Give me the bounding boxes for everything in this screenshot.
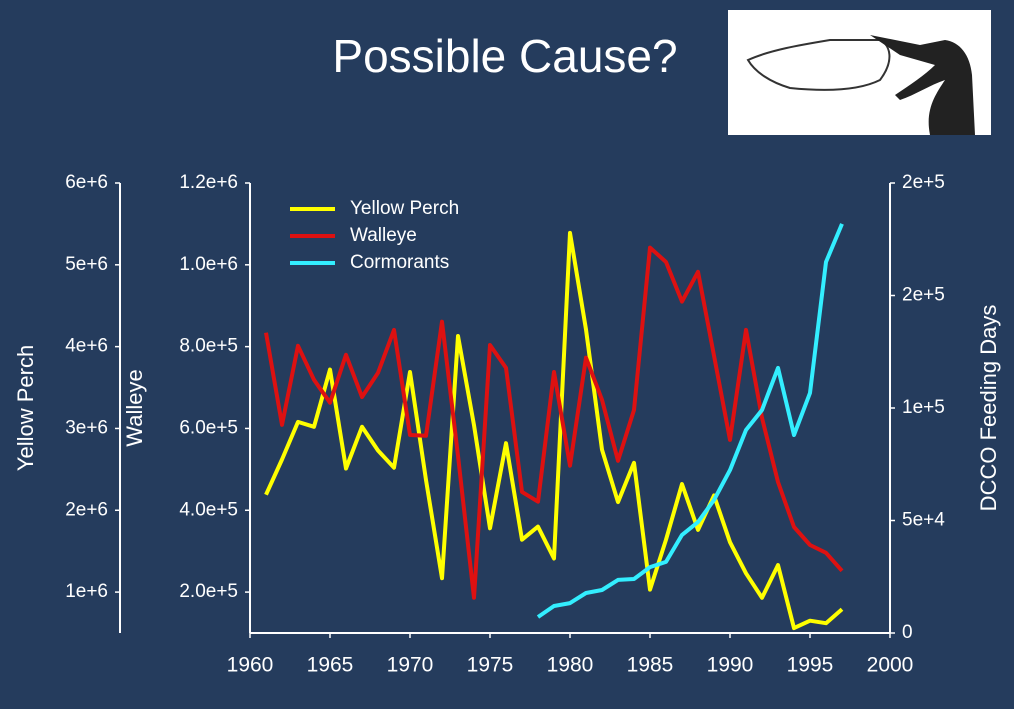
x-tick-label: 2000	[867, 654, 914, 677]
y-tick-label: 1e+6	[65, 581, 108, 602]
y-tick-label: 6e+6	[65, 172, 108, 193]
y-tick-label: 5e+4	[902, 510, 945, 531]
y-tick-label: 8.0e+5	[179, 336, 238, 357]
y-tick-label: 2.0e+5	[179, 581, 238, 602]
chart-title: Possible Cause?	[332, 30, 677, 82]
x-tick-label: 1995	[787, 654, 834, 677]
cormorant-illustration	[728, 10, 991, 135]
y-tick-label: 6.0e+5	[179, 417, 238, 438]
x-tick-label: 1985	[627, 654, 674, 677]
series-line	[536, 223, 844, 619]
y-tick-label: 5e+6	[65, 254, 108, 275]
y-tick-label: 2e+5	[902, 285, 945, 306]
x-tick-label: 1965	[307, 654, 354, 677]
x-tick-label: 1980	[547, 654, 594, 677]
y-tick-label: 4.0e+5	[179, 499, 238, 520]
y-tick-label: 2e+5	[902, 172, 945, 193]
y3-axis-label: DCCO Feeding Days	[976, 305, 1001, 512]
legend-label: Cormorants	[350, 252, 449, 273]
y-tick-label: 3e+6	[65, 417, 108, 438]
y-tick-label: 1.0e+6	[179, 254, 238, 275]
y2-axis-label: Walleye	[122, 369, 147, 446]
y-tick-label: 4e+6	[65, 336, 108, 357]
legend-label: Walleye	[350, 225, 417, 246]
y-tick-label: 2e+6	[65, 499, 108, 520]
y-axis-label: Yellow Perch	[13, 345, 38, 471]
series-line	[264, 245, 844, 600]
x-tick-label: 1975	[467, 654, 514, 677]
series-line	[264, 230, 844, 631]
x-tick-label: 1970	[387, 654, 434, 677]
y-tick-label: 0	[902, 622, 913, 643]
legend-label: Yellow Perch	[350, 198, 459, 219]
y-tick-label: 1.2e+6	[179, 172, 238, 193]
y-tick-label: 1e+5	[902, 397, 945, 418]
x-tick-label: 1960	[227, 654, 274, 677]
x-tick-label: 1990	[707, 654, 754, 677]
